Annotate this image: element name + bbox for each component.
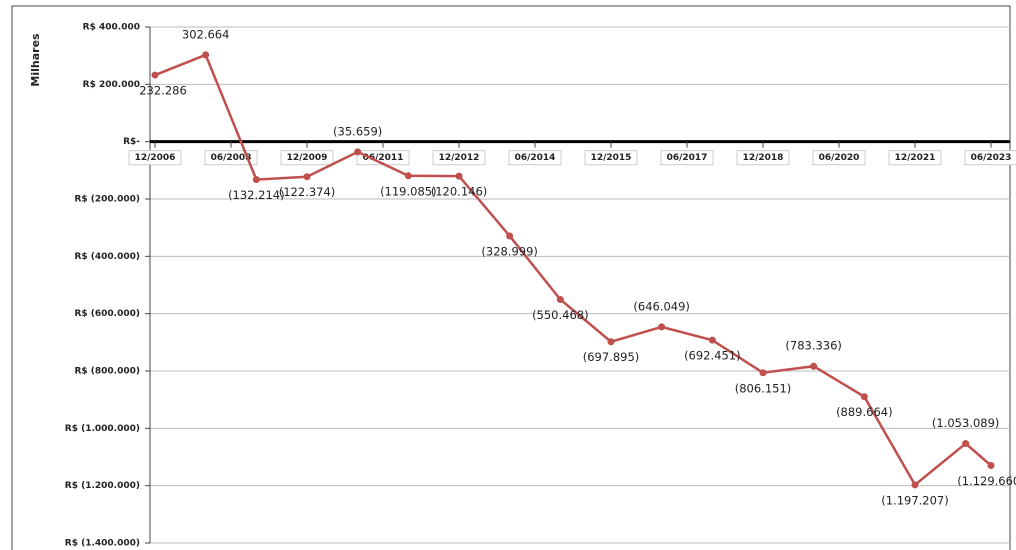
data-label: (120.146): [431, 185, 488, 199]
x-tick-box: [128, 150, 182, 166]
data-label: (119.085): [380, 184, 437, 198]
x-tick-box: [660, 150, 714, 166]
x-tick-label: 12/2009: [287, 153, 328, 163]
point: [607, 338, 615, 346]
x-tick-label: 12/2021: [895, 153, 936, 163]
y-tick-label: R$ (400.000): [74, 252, 140, 262]
x-tick-label: 06/2023: [971, 153, 1012, 163]
x-tick-label: 06/2017: [667, 153, 708, 163]
point: [506, 232, 514, 240]
y-tick-label: R$ (200.000): [74, 195, 140, 205]
data-label: (328.999): [481, 244, 538, 258]
data-label: (783.336): [785, 339, 842, 353]
data-label: (646.049): [633, 299, 690, 313]
x-tick-box: [280, 150, 334, 166]
y-axis-title: Milhares: [29, 33, 42, 87]
x-tick-box: [584, 150, 638, 166]
point: [962, 440, 970, 448]
y-tick-label: R$ 200.000: [83, 80, 140, 90]
point: [303, 173, 311, 181]
line: [154, 53, 992, 487]
chart-frame: [11, 5, 1011, 550]
y-tick-label: R$-: [123, 137, 140, 147]
data-label: (692.451): [684, 349, 741, 363]
y-tick-label: R$ (1.000.000): [65, 424, 140, 434]
data-label: (122.374): [279, 185, 336, 199]
point: [658, 323, 666, 331]
point: [759, 369, 767, 377]
data-label: (1.197.207): [881, 493, 949, 507]
x-tick-label: 06/2020: [819, 153, 860, 163]
y-tick-label: R$ 400.000: [83, 23, 140, 33]
x-tick-label: 12/2006: [135, 153, 176, 163]
data-label: 232.286: [139, 84, 187, 98]
x-tick-label: 12/2018: [743, 153, 784, 163]
point: [911, 481, 919, 489]
point: [708, 336, 716, 344]
data-label: (1.129.660): [957, 474, 1016, 488]
x-tick-box: [432, 150, 486, 166]
data-label: 302.664: [182, 27, 230, 41]
x-tick-label: 12/2015: [591, 153, 632, 163]
data-label: (1.053.089): [932, 416, 1000, 430]
data-label: (550.468): [532, 308, 589, 322]
y-tick-label: R$ (1.400.000): [65, 539, 140, 549]
x-tick-label: 06/2011: [363, 153, 404, 163]
point: [252, 176, 260, 184]
point: [556, 295, 564, 303]
data-label: (697.895): [583, 350, 640, 364]
x-tick-label: 06/2008: [211, 153, 252, 163]
point: [404, 172, 412, 180]
point: [151, 71, 159, 79]
x-tick-box: [812, 150, 866, 166]
point: [202, 51, 210, 59]
x-tick-box: [204, 150, 258, 166]
x-tick-box: [888, 150, 942, 166]
data-label: (806.151): [735, 381, 792, 395]
x-tick-box: [508, 150, 562, 166]
data-label: (35.659): [333, 124, 382, 138]
data-label: (132.214): [228, 188, 285, 202]
x-tick-box: [736, 150, 790, 166]
y-tick-label: R$ (1.200.000): [65, 481, 140, 491]
x-tick-label: 06/2014: [515, 153, 556, 163]
x-tick-label: 12/2012: [439, 153, 480, 163]
point: [860, 393, 868, 401]
y-tick-label: R$ (800.000): [74, 367, 140, 377]
point: [810, 362, 818, 370]
y-tick-label: R$ (600.000): [74, 309, 140, 319]
point: [455, 172, 463, 180]
point: [354, 148, 362, 156]
point: [987, 462, 995, 470]
data-label: (889.664): [836, 405, 893, 419]
x-tick-box: [964, 150, 1016, 166]
